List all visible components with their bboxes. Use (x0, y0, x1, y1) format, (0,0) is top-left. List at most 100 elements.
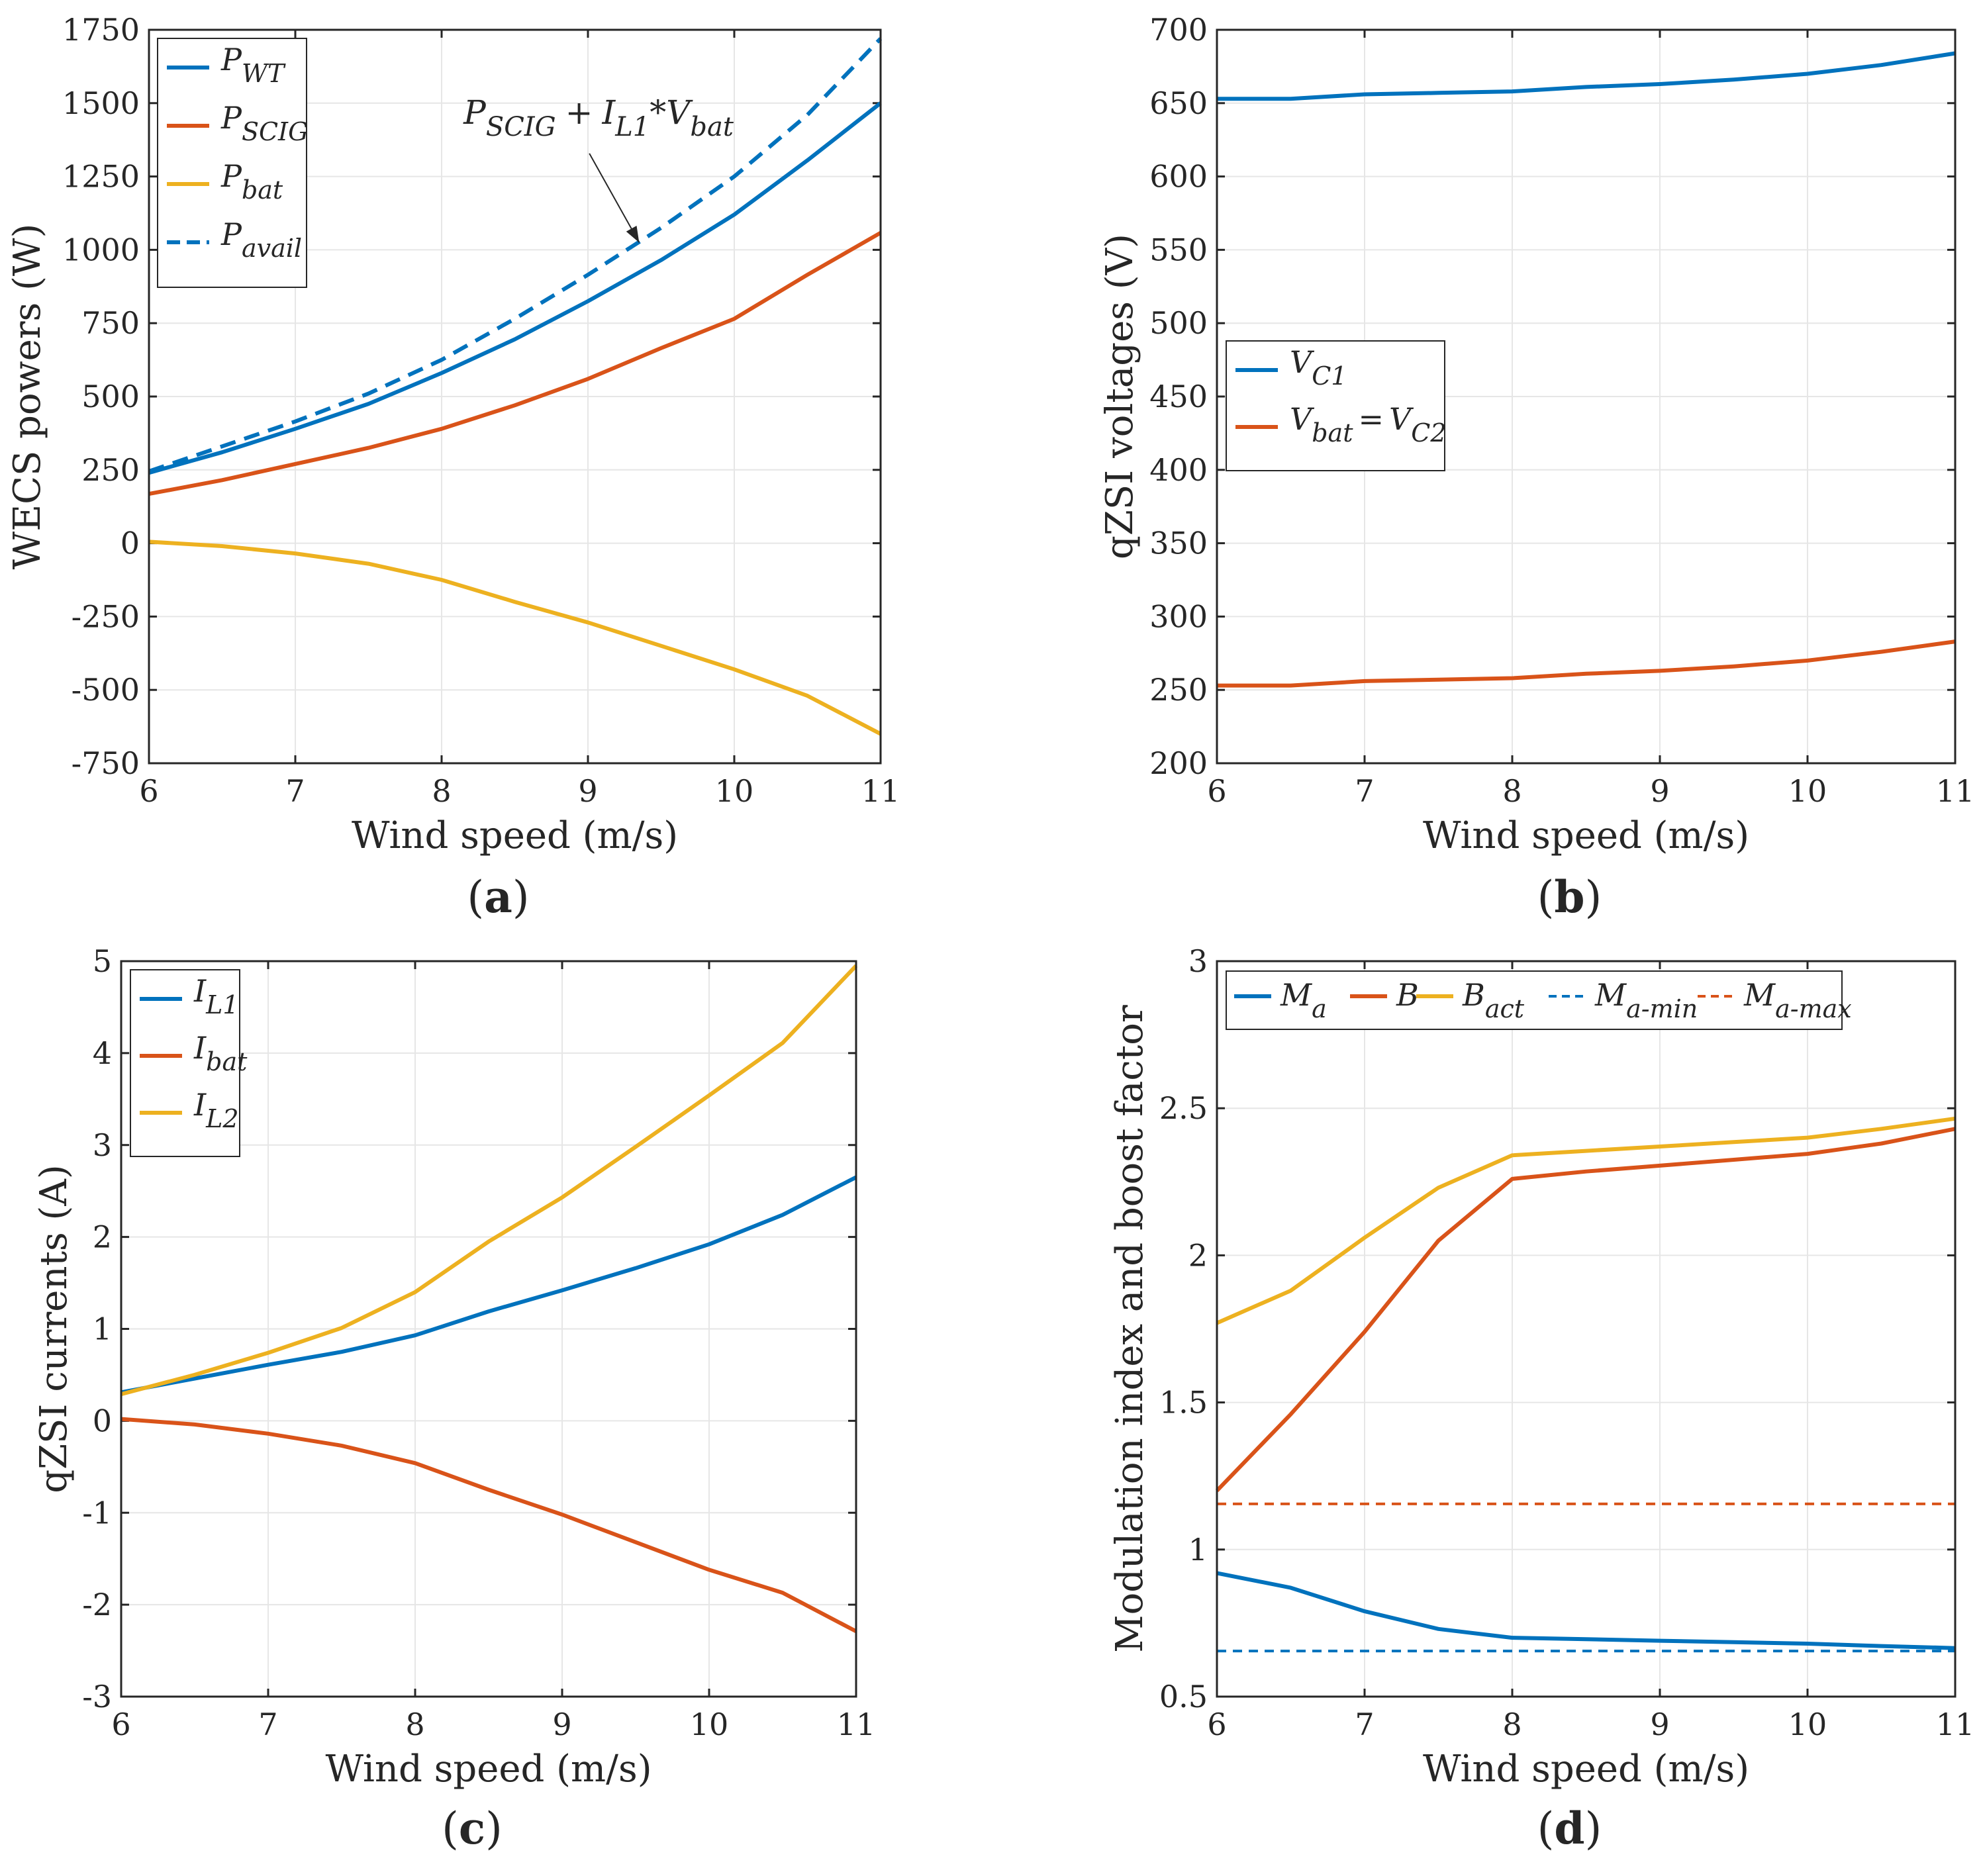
annotation-arrowhead (626, 225, 640, 243)
x-tick-label: 8 (405, 1707, 424, 1742)
annotation-arrow (589, 153, 640, 243)
legend-label: Bact (1462, 977, 1525, 1023)
y-tick-label: -3 (82, 1679, 112, 1714)
y-tick-label: 0 (121, 526, 140, 561)
legend-label: Ma-max (1743, 977, 1852, 1023)
legend-label: Ibat (193, 1030, 248, 1076)
annotation-part: bat (690, 112, 734, 142)
legend-label-base: P (220, 42, 242, 77)
x-tick-label: 6 (139, 773, 158, 809)
panel-label-letter: d (1554, 1803, 1584, 1854)
x-tick-label: 8 (1502, 1707, 1522, 1742)
x-axis-label: Wind speed (m/s) (1423, 814, 1749, 857)
y-tick-label: 2 (1188, 1237, 1208, 1273)
legend-label: Ma-min (1594, 977, 1698, 1023)
panel-label: (b) (1537, 871, 1602, 923)
panel-label-letter: c (459, 1803, 485, 1854)
legend-label-base: P (220, 158, 242, 194)
y-tick-label: 5 (93, 943, 112, 979)
y-tick-label: 1 (93, 1311, 112, 1347)
legend-label-base: P (220, 216, 242, 252)
y-axis-label: qZSI voltages (V) (1098, 234, 1141, 559)
series-line-p-avail (148, 37, 883, 473)
legend-label: B (1396, 977, 1419, 1013)
y-tick-label: 350 (1149, 526, 1208, 561)
y-tick-label: -250 (72, 598, 140, 634)
legend-label-sub: bat (242, 175, 283, 205)
y-tick-label: -2 (82, 1587, 112, 1622)
annotation-part: L1 (614, 112, 650, 142)
x-tick-label: 9 (552, 1707, 571, 1742)
series-line-p-scig (148, 231, 882, 496)
x-tick-label: 7 (1355, 1707, 1374, 1742)
y-tick-label: 1 (1188, 1532, 1208, 1568)
series-group (121, 964, 858, 1634)
legend-label-base: V (1290, 344, 1315, 380)
y-tick-label: 600 (1149, 159, 1208, 195)
panel-c: 6 7 8 9 10 11 -3 -2 -1 0 1 2 3 4 5 Wind speed (m/s) qZSI… (32, 943, 875, 1854)
legend-label-sub: bat (206, 1047, 248, 1076)
legend-label-base: I (193, 973, 207, 1009)
legend-label: IL1 (193, 973, 239, 1019)
legend-label-base: P (220, 100, 242, 136)
panel-d: 6 7 8 9 10 11 0.5 1 1.5 2 2.5 3 Wind speed (m/s) Modu… (1108, 943, 1974, 1854)
annotation-part: * (650, 93, 666, 132)
y-tick-label: 1250 (62, 159, 140, 195)
panel-label: (a) (467, 871, 529, 923)
legend-label-base: I (193, 1087, 207, 1123)
legend-label: IL2 (193, 1087, 239, 1133)
legend-box (1226, 340, 1445, 471)
series-group (148, 37, 883, 736)
x-tick-label: 11 (861, 773, 900, 809)
x-axis-label: Wind speed (m/s) (325, 1748, 652, 1791)
annotation-part: + (565, 93, 593, 132)
legend-label-sub: a-min (1626, 994, 1698, 1023)
series-line-i-l1 (121, 1175, 857, 1395)
legend-label-sub: bat (1312, 418, 1353, 447)
y-tick-label: 200 (1149, 745, 1208, 781)
x-tick-label: 7 (258, 1707, 277, 1742)
y-tick-label: 550 (1149, 232, 1208, 267)
x-tick-label: 9 (1650, 773, 1669, 809)
legend-label: Pavail (220, 216, 302, 263)
legend-label: Pbat (220, 158, 283, 205)
y-tick-label: -750 (72, 745, 140, 781)
y-tick-label: 1750 (62, 12, 140, 48)
legend-label-sub: WT (242, 59, 286, 88)
legend-label-base: V (1290, 401, 1315, 437)
legend-label-sub: L2 (205, 1104, 238, 1133)
series-line-p-bat (148, 539, 882, 736)
annotation-part: P (463, 93, 487, 132)
y-tick-label: -1 (82, 1495, 112, 1530)
series-line-i-bat (121, 1417, 857, 1634)
x-tick-label: 10 (1788, 773, 1827, 809)
panel-b: 6 7 8 9 10 11 200 250 300 350 400 450 500 550 600 650 70… (1098, 12, 1974, 923)
legend-label-sub: C1 (1312, 361, 1347, 391)
y-axis-label: WECS powers (W) (6, 224, 49, 570)
y-tick-label: 750 (81, 305, 140, 341)
series-line-v-bat-v-c2 (1217, 639, 1956, 688)
series-line-b (1215, 1127, 1956, 1492)
legend-label-base: M (1743, 977, 1776, 1013)
x-tick-label: 6 (111, 1707, 130, 1742)
legend-label: PSCIG (220, 100, 308, 146)
legend-label-sub: avail (242, 234, 302, 263)
panel-a: 6 7 8 9 10 11 -750 -500 -250 0 250 500 750 1000 1250 15… (6, 12, 900, 923)
x-tick-label: 10 (690, 1707, 729, 1742)
x-tick-label: 8 (1502, 773, 1522, 809)
y-tick-label: 2.5 (1159, 1090, 1208, 1126)
y-tick-label: 1500 (62, 85, 140, 121)
x-tick-label: 10 (715, 773, 754, 809)
y-tick-label: 2 (93, 1219, 112, 1255)
y-tick-label: 0.5 (1159, 1679, 1208, 1714)
annotation-part: V (666, 93, 693, 132)
series-line-b-act (1216, 1116, 1956, 1325)
y-tick-label: 3 (93, 1127, 112, 1163)
legend-label-sub: SCIG (242, 117, 308, 146)
legend-box (1226, 970, 1843, 1030)
x-tick-label: 6 (1207, 1707, 1226, 1742)
y-tick-label: 1000 (62, 232, 140, 267)
